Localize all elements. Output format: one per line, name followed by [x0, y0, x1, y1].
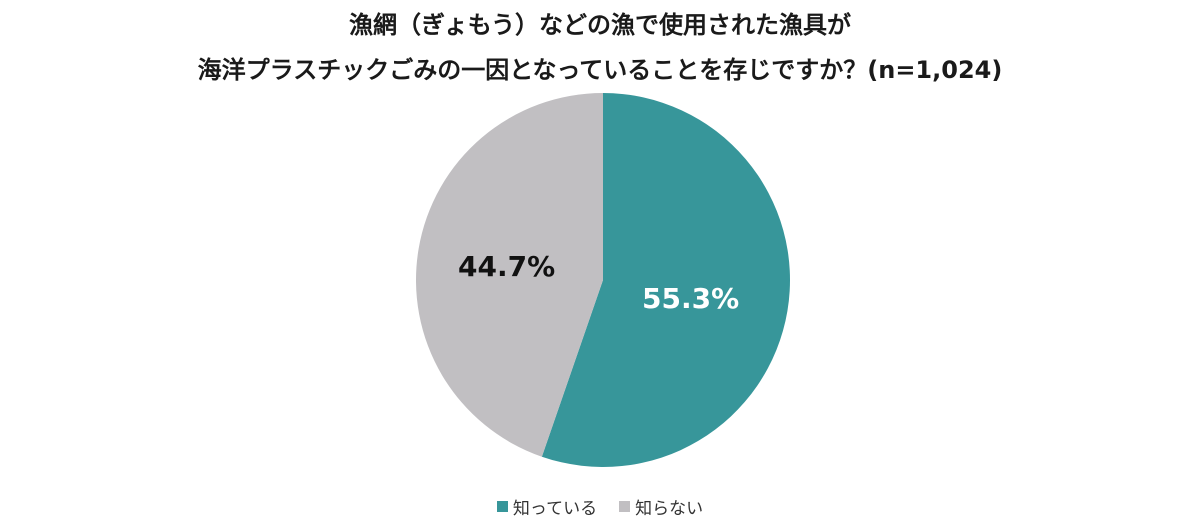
legend-item-known: 知っている: [496, 494, 598, 519]
legend-swatch-known: [496, 501, 508, 512]
legend-label-known: 知っている: [512, 499, 598, 519]
chart-title-line-1: 漁網（ぎょもう）などの漁で使用された漁具が: [348, 11, 852, 39]
slice-label-known: 55.3%: [642, 282, 740, 315]
chart-legend: 知っている 知らない: [0, 494, 1200, 519]
slice-label-unknown: 44.7%: [458, 250, 556, 283]
legend-swatch-unknown: [619, 501, 631, 512]
legend-label-unknown: 知らない: [635, 499, 704, 519]
pie-slice-unknown: [415, 93, 603, 457]
legend-item-unknown: 知らない: [619, 494, 703, 519]
pie-slice-known: [541, 93, 790, 467]
chart-title-line-2: 海洋プラスチックごみの一因となっていることを存じですか？(n=1,024): [197, 56, 1003, 84]
